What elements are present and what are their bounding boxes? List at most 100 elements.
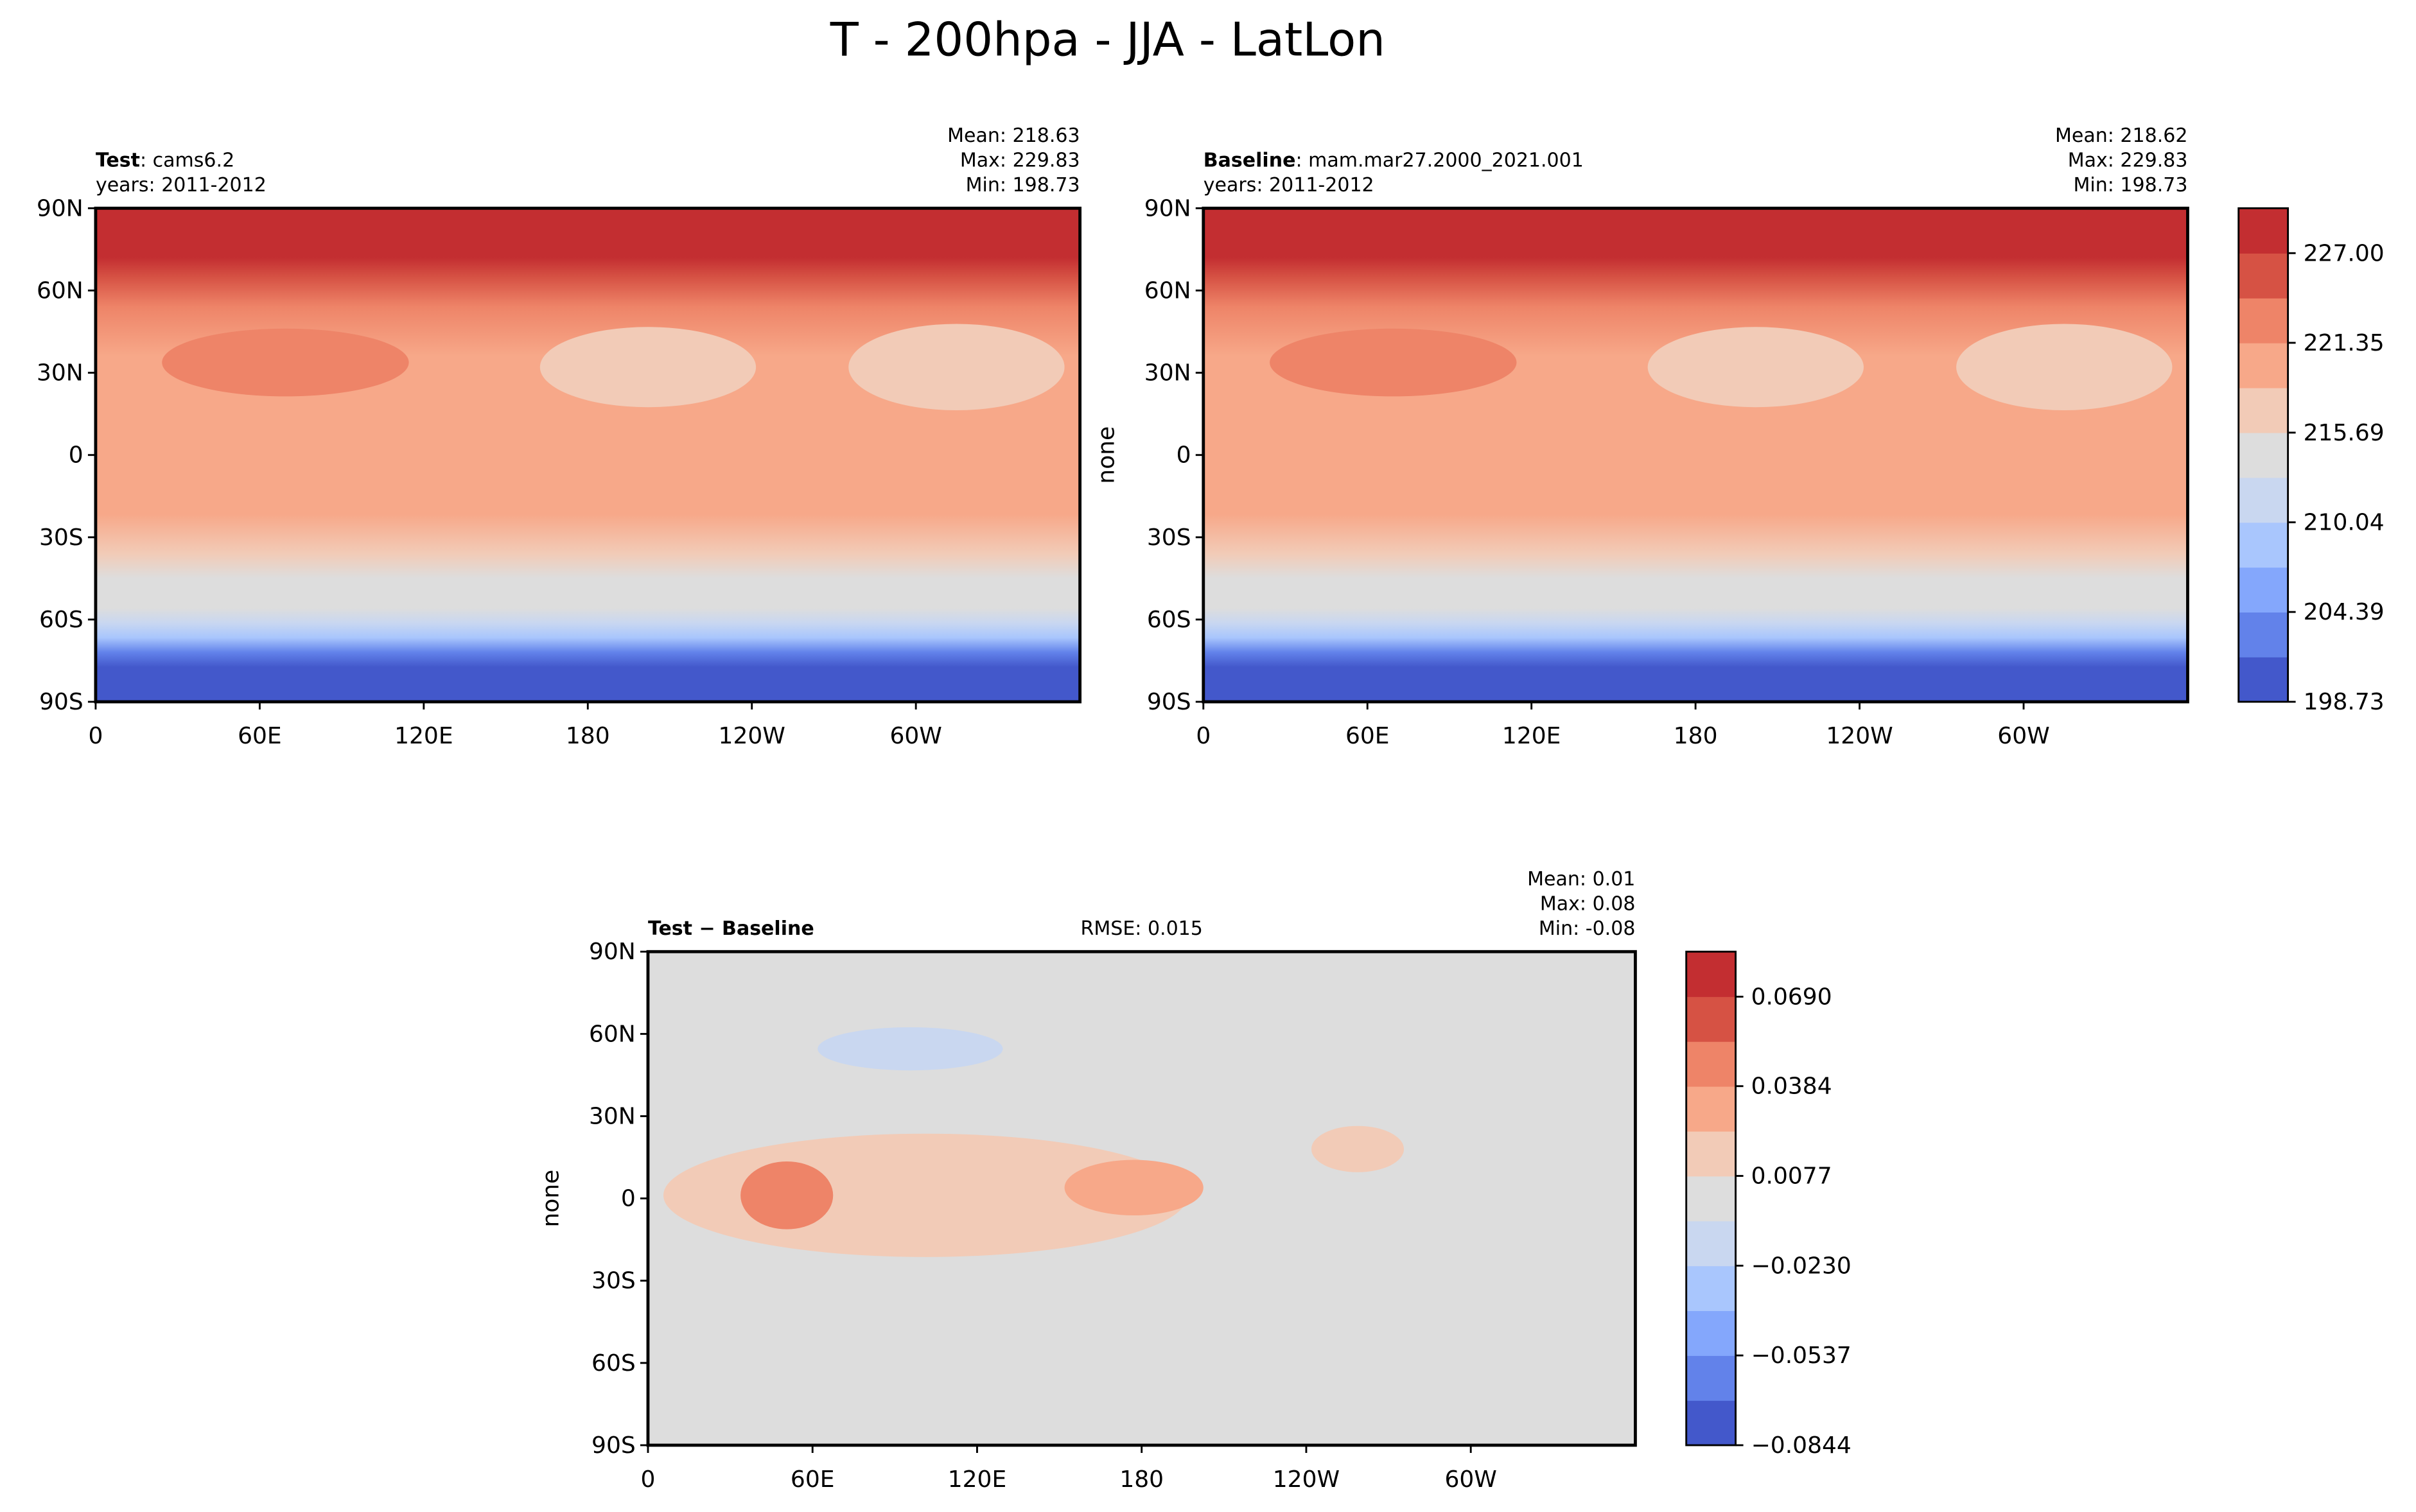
colorbar-segment [1686,1355,1736,1401]
panel-title: Test − Baseline [648,917,814,940]
y-tick-label: 90S [39,689,83,715]
x-tick-label: 0 [1196,723,1211,749]
colorbar-segment [1686,952,1736,997]
y-tick-label: 0 [1177,442,1191,469]
panel-title-rest: : mam.mar27.2000_2021.001 [1295,149,1583,171]
colorbar-tick-label: −0.0230 [1751,1253,1851,1279]
y-tick-label: 30S [1147,525,1191,551]
x-tick-label: 120E [948,1466,1006,1493]
y-tick-label: 60S [1147,607,1191,633]
x-tick-label: 180 [1674,723,1718,749]
y-tick-label: 60N [589,1021,636,1047]
y-tick-label: 0 [621,1186,636,1212]
colorbar-segment [1686,1221,1736,1267]
map-field [1956,324,2173,411]
colorbar-segment [1686,996,1736,1042]
map-field [1647,327,1864,408]
map-field [95,208,1080,702]
x-tick-label: 120W [1273,1466,1340,1493]
y-tick-label: 90N [1144,195,1191,222]
stat: Max: 229.83 [2068,149,2188,171]
colorbar-segment [1686,1041,1736,1087]
colorbar-segment [1686,1131,1736,1177]
colorbar-segment [1686,1086,1736,1132]
colorbar-tick-label: 221.35 [2304,330,2385,356]
colorbar-segment [1686,1400,1736,1446]
stat: Mean: 0.01 [1527,868,1635,891]
x-tick-label: 120E [1502,723,1561,749]
colorbar-frame [2237,207,2289,703]
colorbar-tick-label: 0.0077 [1751,1163,1832,1190]
colorbar-segment [2238,432,2288,478]
colorbar-segment [2238,208,2288,254]
x-tick-label: 120E [394,723,453,749]
figure-title: T - 200hpa - JJA - LatLon [830,12,1385,66]
x-tick-label: 60W [1997,723,2049,749]
stat: Mean: 218.63 [947,125,1080,147]
colorbar-tick-label: 215.69 [2304,420,2385,446]
x-tick-label: 180 [1119,1466,1164,1493]
colorbar-tick-label: 0.0384 [1751,1073,1832,1100]
stat: Min: -0.08 [1539,917,1636,940]
colorbar-tick-label: 0.0690 [1751,984,1832,1010]
x-tick-label: 120W [1826,723,1893,749]
colorbar-segment [2238,522,2288,568]
y-tick-label: 90N [589,939,636,965]
colorbar-segment [2238,477,2288,523]
x-tick-label: 60W [1444,1466,1496,1493]
y-tick-label: 60S [591,1350,636,1377]
colorbar-segment [2238,567,2288,613]
y-axis-label: none [538,1170,565,1228]
colorbar-segment [1686,1310,1736,1356]
colorbar-segment [2238,342,2288,388]
panel-title-rest: : cams6.2 [140,149,234,171]
x-tick-label: 60E [791,1466,835,1493]
map-fields [95,208,2188,1445]
y-tick-label: 0 [69,442,83,469]
panel-title: Test: cams6.2 [96,149,234,171]
panel-title-bold: Test − Baseline [648,917,814,940]
colorbar-segment [1686,1265,1736,1312]
x-tick-label: 0 [88,723,103,749]
map-field [539,327,757,408]
colorbar-tick-label: 198.73 [2304,689,2385,715]
y-axis-label: none [1093,426,1119,484]
map-field [848,324,1065,411]
colorbar-segment [2238,387,2288,433]
colorbar-tick-label: 227.00 [2304,240,2385,266]
x-tick-label: 60W [889,723,941,749]
colorbar-segment [2238,253,2288,299]
colorbar-tick-label: 210.04 [2304,510,2385,536]
y-tick-label: 90S [591,1432,636,1459]
rmse: RMSE: 0.015 [1081,917,1203,940]
colorbar-segment [1686,1176,1736,1222]
map-field [1270,328,1517,397]
y-tick-label: 30N [589,1103,636,1129]
x-tick-label: 60E [1345,723,1390,749]
colorbar-frame [1685,950,1737,1447]
y-tick-label: 60S [39,607,83,633]
colorbar-tick-label: −0.0537 [1751,1343,1851,1369]
colorbar-segment [2238,612,2288,657]
y-tick-label: 90S [1147,689,1191,715]
map-field [1311,1125,1405,1172]
panel-title-bold: Baseline [1204,149,1296,171]
colorbar-tick-label: 204.39 [2304,599,2385,625]
colorbar-segment [2238,657,2288,702]
y-tick-label: 30N [1144,360,1191,387]
stat: Max: 229.83 [960,149,1080,171]
map-field [1064,1160,1204,1216]
x-tick-label: 60E [238,723,282,749]
stat: Mean: 218.62 [2055,125,2187,147]
map-field [818,1027,1003,1071]
x-tick-label: 0 [641,1466,656,1493]
stat: Max: 0.08 [1540,892,1636,915]
stat: Min: 198.73 [2074,174,2188,196]
y-tick-label: 60N [1144,277,1191,304]
panel-subtitle: years: 2011-2012 [1204,174,1374,196]
y-tick-label: 90N [37,195,83,222]
y-tick-label: 30S [591,1268,636,1294]
map-field [740,1161,834,1230]
panel-title-bold: Test [96,149,140,171]
